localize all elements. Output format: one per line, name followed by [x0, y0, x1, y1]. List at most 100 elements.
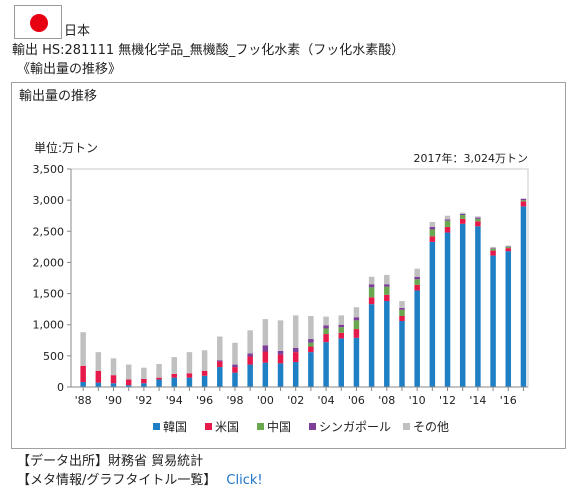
y-tick-label: 1,500 — [33, 288, 65, 301]
x-tick-label: '10 — [409, 394, 426, 407]
x-tick-label: '94 — [166, 394, 183, 407]
x-tick-label: '08 — [378, 394, 395, 407]
bar-segment — [399, 307, 405, 310]
bar-segment — [80, 382, 86, 387]
data-source-line: 【データ出所】財務省 貿易統計 — [17, 454, 204, 469]
bar-segment — [414, 290, 420, 387]
bar-segment — [429, 226, 436, 230]
bar-segment — [338, 338, 345, 387]
bar-segment — [232, 364, 238, 368]
bar-segment — [505, 246, 512, 249]
bar-segment — [95, 352, 102, 371]
bar-segment — [399, 301, 405, 308]
y-tick-label: 2,000 — [33, 256, 65, 269]
bar-segment — [353, 329, 360, 338]
chart-panel: 輸出量の推移 単位:万トン 2017年：3,024万トン 0 500 1,000 1,50… — [11, 82, 566, 449]
bar-segment — [520, 198, 527, 199]
x-tick-label: '14 — [469, 394, 486, 407]
bar-segment — [262, 362, 269, 387]
bar-segment — [444, 232, 451, 387]
y-tick-label: 1,000 — [33, 319, 65, 332]
bar-segment — [444, 219, 451, 221]
section-subtitle: 《輸出量の推移》 — [17, 62, 122, 77]
bar-segment — [353, 320, 360, 330]
bar-segment — [520, 198, 527, 201]
x-tick-label: '06 — [348, 394, 365, 407]
legend-swatch — [257, 423, 264, 430]
hs-code-title: 輸出 HS:281111 無機化学品_無機酸_フッ化水素（フッ化水素酸） — [12, 43, 405, 58]
bar-segment — [338, 332, 345, 339]
bar-segment — [505, 251, 512, 387]
bar-segment — [217, 336, 223, 361]
x-tick-label: '02 — [287, 394, 304, 407]
bar-segment — [338, 315, 345, 325]
bar-segment — [232, 372, 238, 387]
bar-segment — [292, 352, 299, 363]
bar-segment — [110, 358, 117, 376]
bar-segment — [125, 379, 132, 386]
bar-segment — [186, 377, 193, 387]
bar-segment — [490, 248, 496, 249]
x-tick-label: '00 — [257, 394, 274, 407]
bar-segment — [217, 360, 223, 362]
bar-segment — [201, 350, 208, 371]
country-name: 日本 — [64, 24, 91, 39]
bar-segment — [217, 367, 223, 387]
y-tick-label: 500 — [43, 350, 64, 363]
bar-segment — [459, 213, 466, 216]
bar-segment — [201, 370, 208, 376]
bar-segment — [141, 383, 147, 387]
legend-swatch — [153, 423, 160, 430]
bar-segment — [95, 370, 102, 383]
bar-segment — [186, 352, 193, 374]
bar-segment — [429, 229, 436, 237]
bar-segment — [475, 217, 481, 219]
x-tick-label: '04 — [318, 394, 335, 407]
bar-segment — [232, 342, 238, 365]
legend-label: シンガポール — [319, 420, 391, 434]
bar-segment — [399, 315, 405, 321]
y-tick-label: 2,500 — [33, 225, 65, 238]
japan-flag-icon — [14, 5, 62, 39]
bar-segment — [368, 276, 375, 285]
bar-segment — [125, 364, 132, 380]
bar-segment — [110, 375, 117, 384]
bar-segment — [171, 373, 177, 378]
bar-segment — [171, 357, 177, 374]
meta-info-link[interactable]: Click! — [226, 473, 263, 488]
bar-segment — [444, 220, 451, 227]
bar-segment — [459, 212, 466, 214]
x-tick-label: '88 — [75, 394, 92, 407]
bar-segment — [505, 248, 512, 252]
bar-segment — [186, 373, 193, 378]
bar-segment — [459, 218, 466, 224]
bar-segment — [459, 223, 466, 387]
bar-segment — [414, 279, 420, 285]
bar-segment — [292, 347, 299, 353]
legend-label: その他 — [413, 420, 449, 434]
legend-swatch — [205, 423, 212, 430]
bar-segment — [292, 362, 299, 387]
bar-segment — [308, 342, 314, 347]
bar-segment — [353, 317, 360, 321]
bar-segment — [277, 350, 284, 355]
bar-segment — [505, 246, 512, 247]
bar-segment — [414, 268, 420, 277]
x-tick-label: '92 — [135, 394, 152, 407]
bar-segment — [399, 309, 405, 316]
bar-segment — [368, 284, 375, 288]
bar-segment — [247, 330, 253, 354]
bar-segment — [277, 320, 284, 351]
legend-label: 中国 — [267, 419, 291, 434]
legend-label: 韓国 — [163, 420, 187, 434]
legend-swatch — [403, 423, 410, 430]
bar-segment — [95, 382, 102, 387]
bar-segment — [384, 284, 390, 287]
bar-segment — [232, 367, 238, 373]
bar-segment — [247, 364, 253, 387]
meta-info-line: 【メタ情報/グラフタイトル一覧】 Click! — [17, 473, 263, 489]
bar-segment — [475, 226, 481, 387]
bar-segment — [80, 332, 86, 366]
y-tick-label: 3,000 — [33, 194, 65, 207]
bar-segment — [156, 377, 162, 380]
